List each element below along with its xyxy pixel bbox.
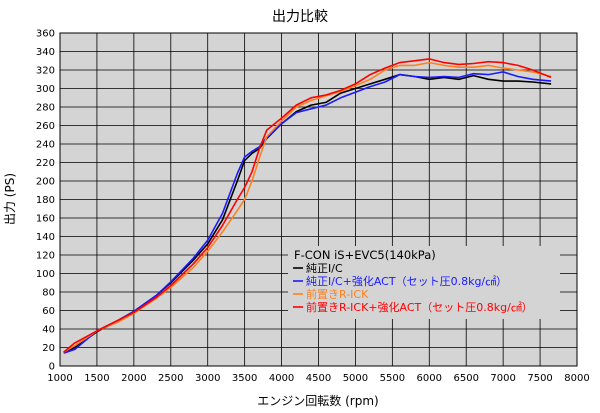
series-line-4 <box>63 58 552 353</box>
series-lines <box>63 58 552 354</box>
legend: F-CON iS+EVC5(140kPa) 純正I/C純正I/C+強化ACT（セ… <box>288 246 560 319</box>
y-axis-ticks: 0 20 40 60 80 100 120 140 160 180 200 220 240 260 280 3… <box>36 29 55 373</box>
y-tick-label: 220 <box>36 158 55 169</box>
y-tick-label: 240 <box>36 140 55 151</box>
y-tick-label: 200 <box>36 177 55 188</box>
x-tick-label: 5500 <box>380 373 405 384</box>
y-tick-label: 20 <box>42 343 55 354</box>
y-tick-label: 80 <box>42 288 55 299</box>
y-tick-label: 60 <box>42 306 55 317</box>
legend-entry: 前置きR-ICK+強化ACT（セット圧0.8kg/㎠） <box>306 300 533 314</box>
x-tick-label: 7000 <box>490 373 515 384</box>
x-tick-label: 2500 <box>158 373 183 384</box>
legend-title: F-CON iS+EVC5(140kPa) <box>294 248 436 262</box>
legend-entry: 純正I/C <box>306 262 343 275</box>
chart-title: 出力比較 <box>272 9 328 25</box>
y-tick-label: 360 <box>36 29 55 40</box>
y-tick-label: 0 <box>49 362 55 373</box>
series-line-3 <box>63 61 552 353</box>
y-tick-label: 160 <box>36 214 55 225</box>
x-tick-label: 6500 <box>453 373 478 384</box>
x-tick-label: 4000 <box>269 373 294 384</box>
y-tick-label: 320 <box>36 66 55 77</box>
series-line-2 <box>63 71 552 354</box>
legend-box <box>288 246 560 319</box>
y-tick-label: 280 <box>36 103 55 114</box>
x-tick-label: 3500 <box>232 373 257 384</box>
y-tick-label: 180 <box>36 195 55 206</box>
y-axis-label: 出力 (PS) <box>3 173 17 225</box>
y-tick-label: 340 <box>36 47 55 58</box>
x-tick-label: 1500 <box>84 373 109 384</box>
x-tick-label: 7500 <box>527 373 552 384</box>
x-tick-label: 8000 <box>564 373 589 384</box>
y-tick-label: 120 <box>36 251 55 262</box>
y-tick-label: 300 <box>36 84 55 95</box>
x-tick-label: 2000 <box>121 373 146 384</box>
x-axis-ticks: 1000 1500 2000 2500 3000 3500 4000 4500 5000 5500… <box>47 373 589 384</box>
y-tick-label: 260 <box>36 121 55 132</box>
x-tick-label: 1000 <box>47 373 72 384</box>
x-tick-label: 5000 <box>343 373 368 384</box>
y-tick-label: 140 <box>36 232 55 243</box>
x-tick-label: 6000 <box>417 373 442 384</box>
x-tick-label: 4500 <box>306 373 331 384</box>
y-tick-label: 100 <box>36 269 55 280</box>
legend-entry: 前置きR-ICK <box>306 287 369 301</box>
legend-entry: 純正I/C+強化ACT（セット圧0.8kg/㎠） <box>306 274 507 288</box>
y-tick-label: 40 <box>42 325 55 336</box>
x-axis-label: エンジン回転数 (rpm) <box>257 393 378 408</box>
x-tick-label: 3000 <box>195 373 220 384</box>
